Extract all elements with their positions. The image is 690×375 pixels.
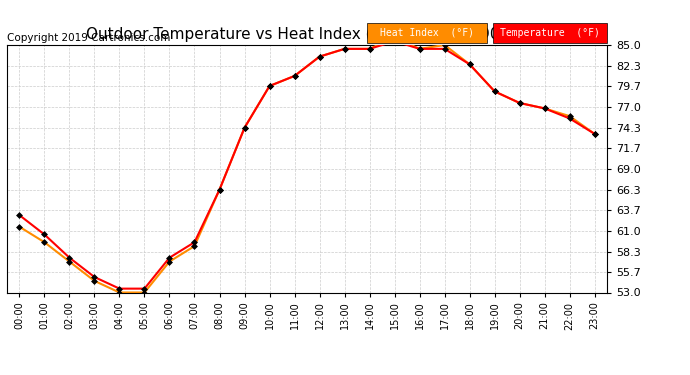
Text: Heat Index  (°F): Heat Index (°F) [380, 28, 474, 38]
Text: Temperature  (°F): Temperature (°F) [500, 28, 600, 38]
FancyBboxPatch shape [493, 23, 607, 42]
Text: Copyright 2019 Cartronics.com: Copyright 2019 Cartronics.com [7, 33, 170, 42]
Title: Outdoor Temperature vs Heat Index (24 Hours) 20190531: Outdoor Temperature vs Heat Index (24 Ho… [86, 27, 529, 42]
FancyBboxPatch shape [367, 23, 487, 42]
